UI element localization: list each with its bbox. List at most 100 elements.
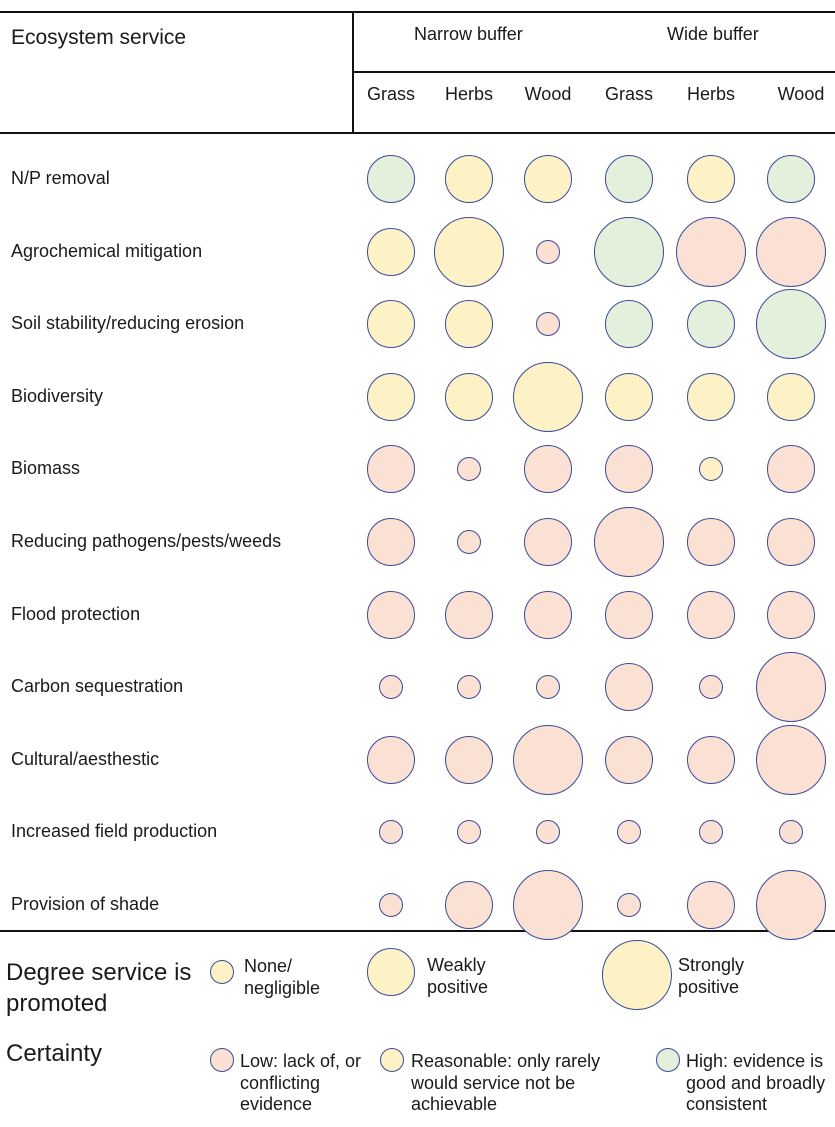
subheader-rule [353, 71, 835, 73]
rating-circle [367, 372, 415, 421]
header-narrow-buffer: Narrow buffer [414, 24, 523, 44]
rating-circle [536, 675, 560, 700]
row-label: Increased field production [11, 821, 218, 842]
rating-circle [687, 518, 735, 566]
legend-degree-none-label: None/ negligible [244, 956, 321, 998]
rating-circle [367, 300, 415, 349]
column-header-wood: Wood [524, 84, 572, 104]
rating-circle [536, 312, 560, 337]
rating-circle [457, 820, 481, 845]
rating-circle [687, 735, 735, 784]
row-label: N/P removal [11, 168, 110, 188]
row-label: Cultural/aesthestic [11, 748, 160, 769]
row-label: Biomass [11, 458, 81, 479]
legend-certainty-reasonable-label: Reasonable: only rarely would service no… [411, 1051, 601, 1115]
rating-circle [367, 445, 415, 494]
row-label: Flood protection [11, 603, 141, 624]
rating-circle [617, 820, 641, 845]
rating-circle [756, 724, 826, 795]
row-label: Carbon sequestration [11, 676, 184, 697]
rating-circle [445, 300, 493, 349]
rating-circle [445, 372, 493, 421]
rating-circle [617, 893, 641, 917]
rating-circle [379, 893, 403, 917]
rating-circle [605, 300, 653, 349]
legend-certainty-low-label: Low: lack of, or conflicting evidence [240, 1051, 362, 1115]
rating-circle [524, 590, 572, 639]
rating-circle [367, 155, 415, 203]
row-label: Soil stability/reducing erosion [11, 313, 245, 334]
rating-circle [457, 675, 481, 700]
rating-circle [594, 507, 664, 577]
rating-circle [594, 216, 664, 287]
header-divider [352, 11, 354, 133]
rating-circle [367, 735, 415, 784]
rating-circle [767, 155, 815, 203]
rating-circle [767, 372, 815, 421]
legend-degree-weak-circle [367, 948, 415, 996]
rating-circle [445, 881, 493, 929]
legend-degree-weak-label: Weakly positive [427, 955, 489, 997]
row-label: Agrochemical mitigation [11, 240, 203, 261]
header-ecosystem-service: Ecosystem service [11, 26, 187, 49]
column-header-grass: Grass [604, 84, 653, 104]
header-bottom-rule [0, 132, 835, 134]
rating-circle [767, 445, 815, 494]
rating-circle [513, 724, 583, 795]
rating-circle [756, 652, 826, 723]
rating-circle [605, 155, 653, 203]
rating-circle [367, 590, 415, 639]
rating-circle [676, 216, 746, 287]
rating-circle [687, 155, 735, 203]
row-label: Provision of shade [11, 894, 160, 914]
rating-circle [524, 518, 572, 566]
rating-circle [756, 870, 826, 940]
legend-certainty-reasonable-circle [380, 1048, 404, 1072]
rating-circle [699, 820, 723, 845]
legend-certainty-low-circle [210, 1048, 234, 1072]
legend-degree-strong-circle [602, 940, 672, 1010]
rating-circle [699, 675, 723, 700]
rating-circle [605, 735, 653, 784]
legend-rule [0, 930, 835, 932]
rating-circle [687, 590, 735, 639]
rating-circle [513, 870, 583, 940]
column-header-herbs: Herbs [686, 84, 735, 104]
legend-certainty-high-label: High: evidence is good and broadly consi… [686, 1051, 826, 1115]
row-label: Biodiversity [11, 385, 104, 406]
column-header-herbs: Herbs [444, 84, 493, 104]
rating-circle [687, 300, 735, 349]
rating-circle [687, 881, 735, 929]
rating-circle [756, 289, 826, 360]
rating-circle [687, 372, 735, 421]
row-label: Reducing pathogens/pests/weeds [11, 531, 282, 551]
rating-circle [536, 239, 560, 264]
table-top-rule [0, 11, 835, 13]
rating-circle [756, 216, 826, 287]
rating-circle [524, 445, 572, 494]
legend-degree-title: Degree service is promoted [6, 959, 192, 1017]
rating-circle [367, 227, 415, 276]
legend-certainty-title: Certainty [6, 1040, 103, 1067]
rating-circle [767, 590, 815, 639]
rating-circle [445, 155, 493, 203]
rating-circle [445, 590, 493, 639]
column-header-wood: Wood [777, 84, 825, 104]
legend-degree-none-circle [210, 960, 234, 984]
rating-circle [524, 155, 572, 203]
rating-circle [699, 457, 723, 482]
rating-circle [445, 735, 493, 784]
rating-circle [379, 675, 403, 700]
rating-circle [513, 361, 583, 432]
rating-circle [434, 216, 504, 287]
rating-circle [457, 530, 481, 554]
rating-circle [379, 820, 403, 845]
rating-circle [779, 820, 803, 845]
rating-circle [605, 663, 653, 712]
rating-circle [457, 457, 481, 482]
rating-circle [605, 372, 653, 421]
rating-circle [605, 445, 653, 494]
header-wide-buffer: Wide buffer [667, 24, 759, 44]
rating-circle [767, 518, 815, 566]
